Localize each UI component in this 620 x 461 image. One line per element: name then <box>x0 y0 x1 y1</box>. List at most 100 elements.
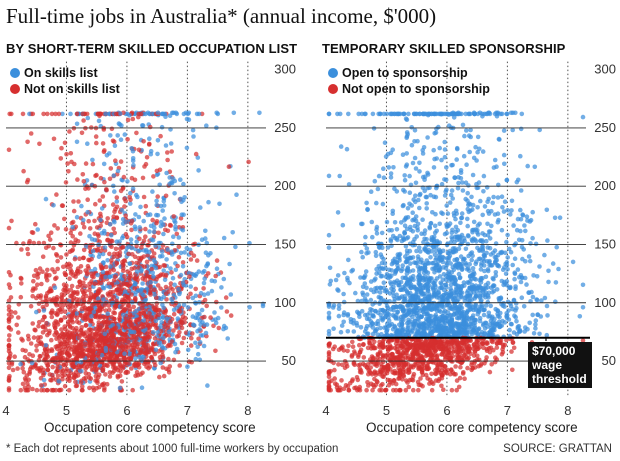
data-point <box>533 326 538 331</box>
data-point <box>353 290 358 296</box>
data-point <box>119 299 125 305</box>
data-point <box>118 276 124 281</box>
data-point <box>152 292 157 297</box>
data-point <box>128 190 133 196</box>
data-point <box>163 284 169 290</box>
data-point <box>501 128 507 133</box>
data-point <box>95 375 101 380</box>
data-point <box>161 294 166 300</box>
data-point <box>35 275 40 280</box>
data-point <box>363 234 368 240</box>
data-point <box>66 169 71 174</box>
data-point <box>134 260 139 266</box>
data-point <box>478 275 484 281</box>
data-point <box>174 323 179 329</box>
data-point <box>163 143 169 148</box>
data-point <box>71 208 77 214</box>
data-point <box>31 278 36 284</box>
data-point <box>202 322 207 328</box>
data-point <box>97 384 102 390</box>
data-point <box>414 234 419 239</box>
data-point <box>173 220 178 225</box>
data-point <box>131 339 137 345</box>
data-point <box>25 246 30 252</box>
data-point <box>465 223 470 229</box>
data-point <box>93 201 98 207</box>
data-point <box>420 217 425 222</box>
data-point <box>381 280 387 285</box>
data-point <box>186 359 192 365</box>
data-point <box>326 111 332 117</box>
data-point <box>469 194 474 200</box>
data-point <box>494 110 499 116</box>
data-point <box>427 225 433 231</box>
data-point <box>195 311 200 317</box>
data-point <box>505 208 510 213</box>
data-point <box>450 196 455 201</box>
data-point <box>121 258 127 264</box>
data-point <box>131 352 137 357</box>
data-point <box>417 160 422 166</box>
data-point <box>136 111 141 117</box>
data-point <box>141 318 147 323</box>
data-point <box>74 311 79 316</box>
data-point <box>478 267 484 272</box>
data-point <box>371 126 377 131</box>
data-point <box>65 161 70 166</box>
data-point <box>402 111 407 117</box>
data-point <box>156 230 161 236</box>
data-point <box>176 308 181 314</box>
data-point <box>451 115 457 120</box>
data-point <box>508 212 513 217</box>
data-point <box>203 330 209 336</box>
data-point <box>38 383 44 388</box>
data-point <box>85 263 91 269</box>
data-point <box>87 226 93 231</box>
data-point <box>98 280 104 286</box>
data-point <box>381 166 386 171</box>
left-x-axis-label: Occupation core competency score <box>44 420 256 435</box>
data-point <box>206 199 211 205</box>
data-point <box>71 372 77 378</box>
right-panel-title: TEMPORARY SKILLED SPONSORSHIP <box>322 41 566 56</box>
data-point <box>71 295 77 301</box>
data-point <box>542 295 548 301</box>
data-point <box>108 335 114 341</box>
data-point <box>68 271 74 276</box>
data-point <box>328 278 334 284</box>
data-point <box>414 248 419 254</box>
data-point <box>106 307 112 313</box>
data-point <box>96 254 102 260</box>
data-point <box>7 111 12 117</box>
data-point <box>134 336 139 341</box>
blue-dot-icon <box>10 68 20 78</box>
data-point <box>188 257 194 262</box>
data-point <box>417 111 422 117</box>
data-point <box>39 387 44 393</box>
data-point <box>137 225 142 230</box>
data-point <box>167 222 173 228</box>
data-point <box>185 347 191 353</box>
data-point <box>257 110 262 116</box>
legend-label: Not on skills list <box>24 82 120 96</box>
data-point <box>176 287 181 292</box>
data-point <box>537 331 542 337</box>
data-point <box>67 368 72 374</box>
data-point <box>341 299 347 305</box>
data-point <box>403 164 409 169</box>
data-point <box>6 298 12 303</box>
data-point <box>463 196 468 202</box>
data-point <box>176 244 182 250</box>
data-point <box>160 345 165 351</box>
data-point <box>518 279 524 285</box>
data-point <box>34 295 39 301</box>
data-point <box>61 362 67 367</box>
data-point <box>169 270 174 275</box>
data-point <box>364 200 369 206</box>
data-point <box>97 305 103 310</box>
data-point <box>132 296 138 301</box>
data-point <box>171 307 177 313</box>
data-point <box>171 234 176 239</box>
